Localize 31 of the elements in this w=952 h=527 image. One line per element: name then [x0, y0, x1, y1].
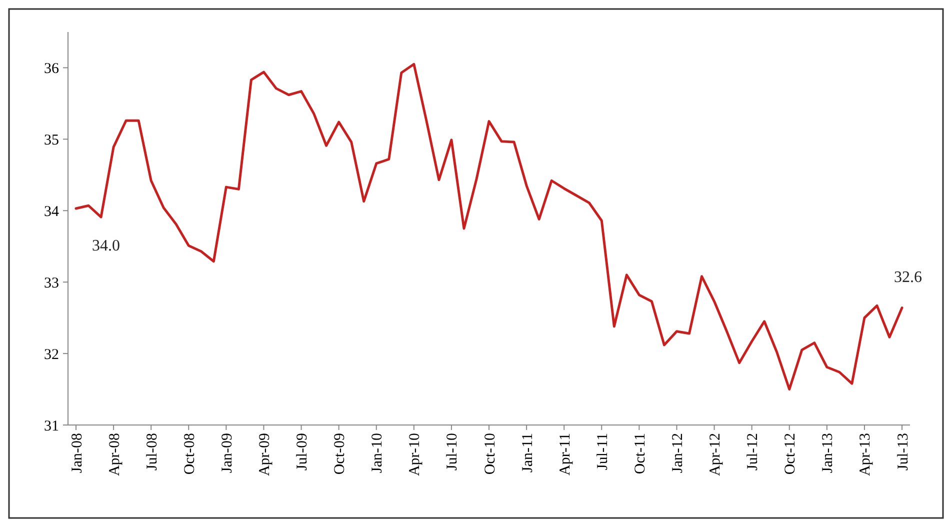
x-tick-label: Apr-11: [557, 433, 574, 476]
x-tick-label: Oct-11: [632, 433, 648, 474]
x-tick-label: Oct-12: [782, 433, 799, 475]
x-tick-label: Apr-08: [106, 433, 123, 476]
data-label: 34.0: [92, 237, 120, 254]
y-tick-label: 32: [44, 346, 59, 363]
y-tick-label: 31: [44, 418, 59, 434]
x-tick-label: Jan-13: [820, 433, 836, 473]
x-tick-label: Apr-09: [256, 433, 273, 476]
x-tick-label: Oct-09: [332, 433, 348, 475]
x-tick-label: Apr-12: [708, 433, 724, 476]
x-tick-label: Jan-08: [69, 433, 86, 473]
x-tick-label: Jul-13: [895, 433, 912, 470]
x-tick-label: Jul-11: [594, 433, 611, 470]
data-label: 32.6: [894, 268, 922, 286]
x-tick-label: Apr-13: [858, 433, 874, 476]
x-tick-label: Jan-11: [520, 433, 536, 472]
y-tick-label: 35: [44, 132, 59, 148]
y-tick-label: 33: [44, 275, 59, 292]
y-tick-label: 36: [44, 60, 60, 77]
y-tick-label: 34: [44, 204, 60, 220]
x-tick-label: Jan-09: [219, 433, 236, 473]
x-tick-label: Jan-12: [670, 433, 686, 473]
x-tick-label: Jul-08: [144, 433, 160, 470]
x-tick-label: Jan-10: [370, 433, 386, 473]
x-tick-label: Apr-10: [407, 433, 424, 476]
x-tick-label: Oct-10: [482, 433, 498, 475]
x-tick-label: Jul-09: [294, 433, 311, 470]
x-tick-label: Jul-10: [444, 433, 461, 470]
x-tick-label: Oct-08: [182, 433, 198, 475]
x-tick-label: Jul-12: [745, 433, 762, 470]
